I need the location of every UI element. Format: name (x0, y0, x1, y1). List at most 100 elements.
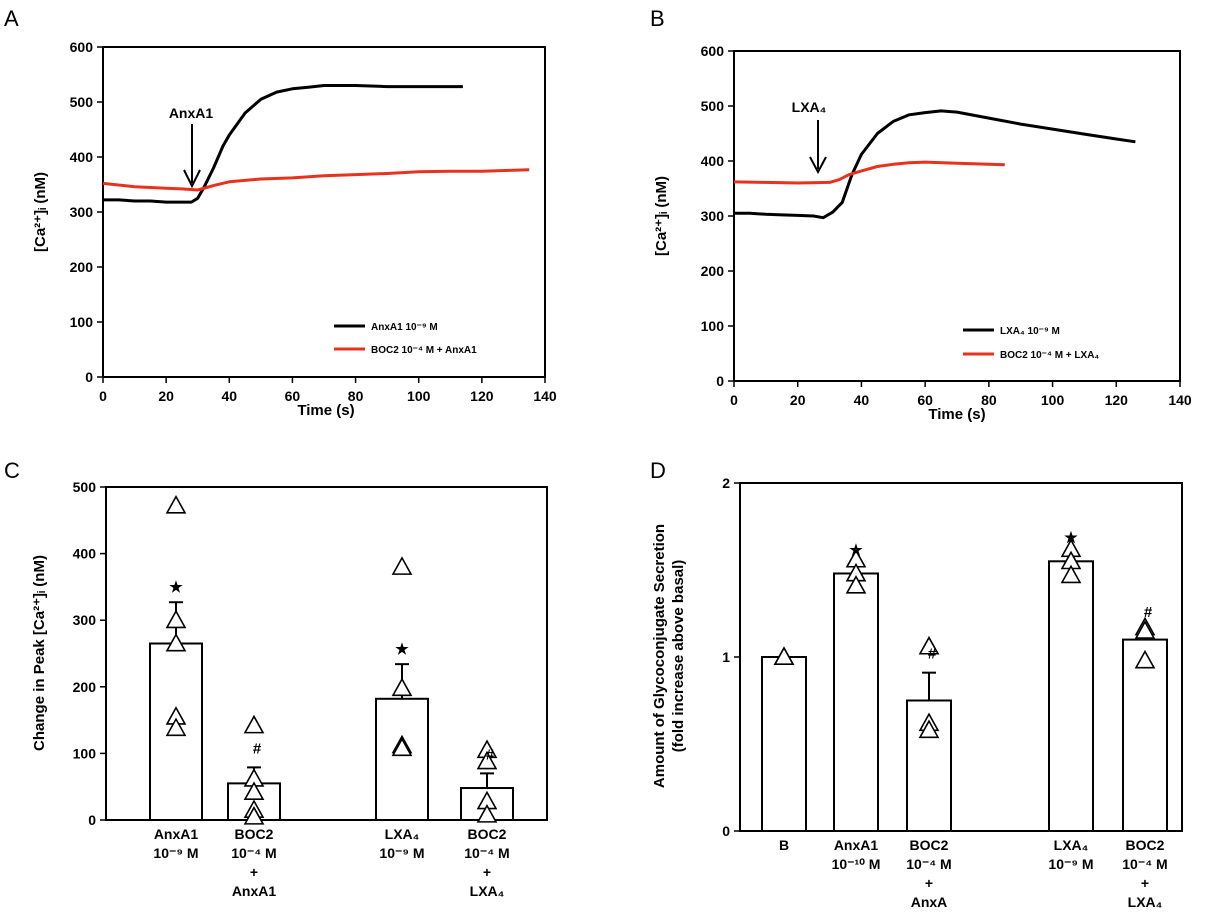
significance-hash: # (1144, 604, 1153, 621)
y-tick-label: 300 (701, 208, 725, 224)
bar (1122, 638, 1168, 832)
category-label: BOC2 (910, 837, 949, 853)
y-tick-label: 100 (70, 314, 94, 330)
significance-hash: # (253, 740, 262, 757)
category-label: BOC2 (235, 826, 274, 842)
x-tick-label: 0 (730, 392, 738, 408)
x-axis: 0 20 40 60 80 100 120 140 (99, 377, 557, 404)
y-tick-label: 500 (73, 479, 97, 495)
y-axis: 0 100 200 300 400 500 (73, 479, 106, 828)
panel-label-d: D (650, 458, 666, 483)
x-tick-label: 140 (1168, 392, 1192, 408)
category-label: 10⁻⁴ M (231, 845, 276, 861)
y-tick-label: 200 (70, 259, 94, 275)
legend: LXA₄ 10⁻⁹ M BOC2 10⁻⁴ M + LXA₄ (963, 326, 1099, 361)
category-label: BOC2 (468, 826, 507, 842)
y-axis: 0 1 2 (722, 475, 740, 839)
x-tick-label: 140 (533, 388, 557, 404)
y-tick-label: 1 (722, 649, 730, 665)
x-tick-label: 80 (348, 388, 364, 404)
x-tick-label: 120 (470, 388, 494, 404)
y-tick-label: 0 (722, 823, 730, 839)
category-label: B (779, 837, 789, 853)
y-axis-label: [Ca²⁺]ᵢ (nM) (653, 176, 670, 256)
data-point (1134, 620, 1156, 639)
category-label: LXA₄ (470, 883, 505, 899)
category-label: 10⁻⁹ M (379, 845, 424, 861)
x-tick-label: 20 (158, 388, 174, 404)
y-axis: 0 100 200 300 400 500 600 (70, 39, 103, 385)
y-axis-label: Change in Peak [Ca²⁺]ᵢ (nM) (31, 555, 48, 751)
bar (833, 572, 879, 832)
y-tick-label: 400 (70, 149, 94, 165)
y-tick-label: 100 (73, 745, 97, 761)
data-point (918, 635, 940, 655)
category-label: 10⁻⁴ M (464, 845, 509, 861)
x-tick-label: 60 (285, 388, 301, 404)
category-label: AnxA (911, 894, 948, 910)
significance-star: ★ (1064, 530, 1078, 547)
x-tick-label: 80 (981, 392, 997, 408)
category-label: AnxA1 (154, 826, 199, 842)
arrow-annotation-label: AnxA1 (169, 105, 214, 121)
series-lines (102, 84, 530, 204)
y-tick-label: 300 (73, 612, 97, 628)
category-label: BOC2 (1126, 837, 1165, 853)
significance-star: ★ (169, 579, 183, 596)
panel-label-b: B (650, 6, 665, 31)
y-axis-label: [Ca²⁺]ᵢ (nM) (32, 172, 49, 252)
data-point (243, 781, 265, 801)
panel-label-a: A (4, 6, 19, 31)
y-tick-label: 0 (88, 812, 96, 828)
y-tick-label: 400 (701, 153, 725, 169)
y-tick-label: 300 (70, 204, 94, 220)
data-point (918, 719, 940, 739)
y-tick-label: 200 (73, 679, 97, 695)
y-axis: 0 100 200 300 400 500 600 (701, 43, 734, 389)
data-point (476, 750, 498, 770)
data-point (243, 714, 265, 734)
chart-d: 0 1 2 ★ # ★ # B AnxA1 10⁻¹⁰ M BOC2 10⁻⁴ M + AnxA LXA… (651, 475, 1183, 910)
arrow-annotation (809, 120, 827, 175)
category-label: + (1141, 875, 1149, 891)
legend-entry-lxa4: LXA₄ 10⁻⁹ M (1000, 326, 1060, 337)
category-label: + (250, 864, 258, 880)
data-point (165, 609, 187, 629)
chart-a: 0 100 200 300 400 500 600 0 20 40 60 80 100 120 140 T… (32, 39, 557, 419)
panel-label-c: C (4, 458, 20, 483)
series-line-agonist (103, 84, 463, 204)
series-line-boc2 (102, 168, 530, 192)
y-axis-label: Amount of Glycoconjugate Secretion (651, 524, 668, 788)
y-tick-label: 2 (722, 475, 730, 491)
x-tick-label: 120 (1105, 392, 1129, 408)
legend: AnxA1 10⁻⁹ M BOC2 10⁻⁴ M + AnxA1 (334, 322, 477, 356)
bars: ★ # ★ # (149, 495, 514, 825)
category-label: 10⁻⁴ M (906, 856, 951, 872)
arrow-annotation-label: LXA₄ (792, 99, 827, 115)
significance-star: ★ (849, 542, 863, 559)
x-tick-label: 0 (99, 388, 107, 404)
y-tick-label: 0 (716, 373, 724, 389)
y-tick-label: 0 (85, 369, 93, 385)
data-point (1060, 564, 1082, 584)
category-label: 10⁻⁴ M (1122, 856, 1167, 872)
category-label: 10⁻⁹ M (153, 845, 198, 861)
data-point (165, 632, 187, 652)
y-tick-label: 500 (70, 94, 94, 110)
bar (1048, 560, 1094, 832)
x-axis-label: Time (s) (928, 406, 985, 423)
category-label: 10⁻⁹ M (1048, 856, 1093, 872)
data-point (165, 495, 187, 514)
x-tick-label: 60 (917, 392, 933, 408)
data-point (391, 556, 413, 575)
category-label: 10⁻¹⁰ M (832, 856, 881, 872)
category-label: AnxA1 (232, 883, 277, 899)
x-tick-label: 40 (854, 392, 870, 408)
category-label: LXA₄ (1054, 837, 1089, 853)
y-tick-label: 400 (73, 546, 97, 562)
plot-frame (102, 46, 546, 378)
legend-entry-boc2: BOC2 10⁻⁴ M + LXA₄ (1000, 350, 1099, 361)
legend-entry-boc2: BOC2 10⁻⁴ M + AnxA1 (371, 345, 477, 356)
x-tick-label: 20 (790, 392, 806, 408)
